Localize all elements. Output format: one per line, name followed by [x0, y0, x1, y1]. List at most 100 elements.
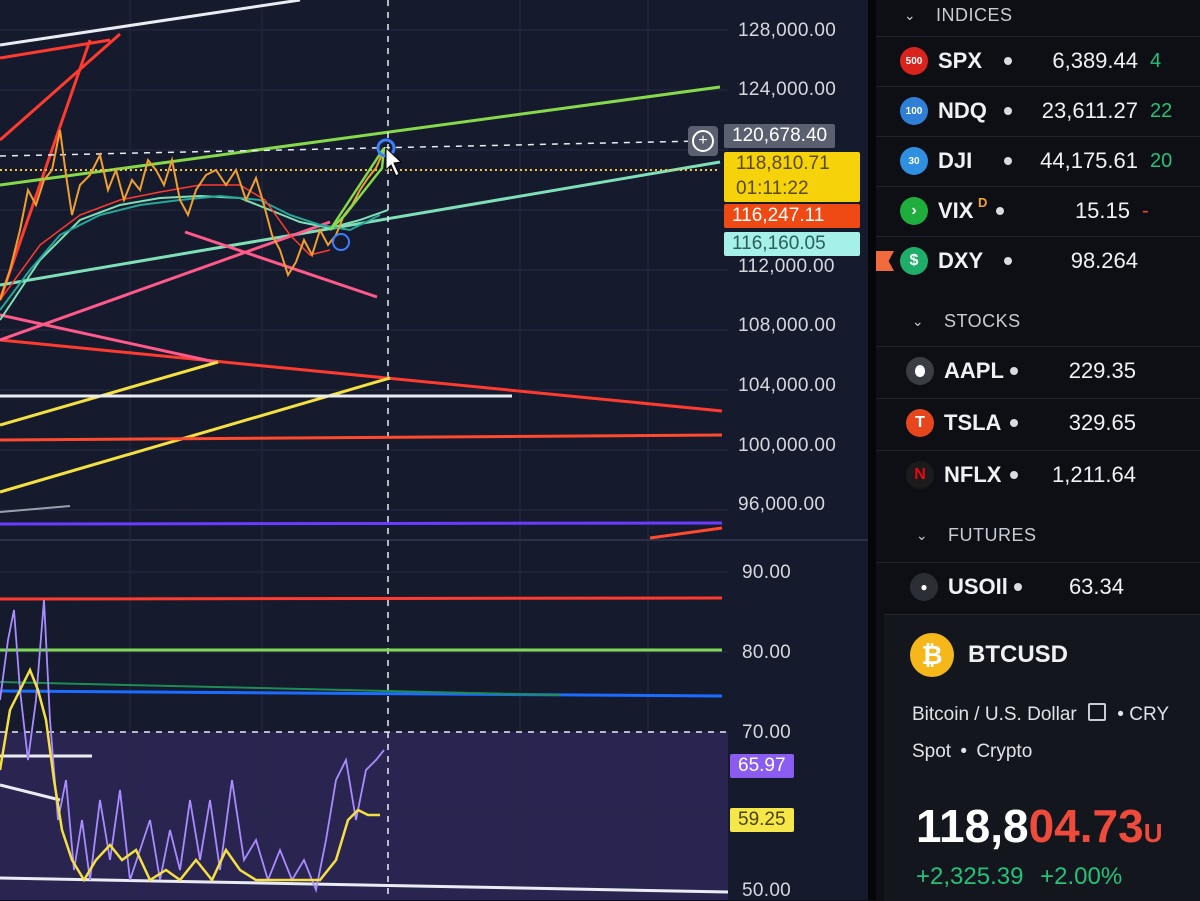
watchlist-panel: ⌄ INDICES 500 SPX 6,389.44 4 100 NDQ 23,…: [876, 0, 1200, 901]
osc-yellow-tag: 59.25: [730, 808, 794, 832]
dxy-logo-icon: $: [900, 247, 928, 275]
watchlist-row-tsla[interactable]: T TSLA 329.65: [876, 398, 1200, 447]
symbol: DJI: [938, 148, 973, 173]
green-wedge[interactable]: [328, 147, 386, 231]
last-price: 23,611.27: [1041, 98, 1138, 123]
chevron-down-icon: ⌄: [911, 312, 925, 329]
symbol: NDQ: [938, 98, 987, 123]
status-dot: [1010, 367, 1018, 375]
osc-white-diag[interactable]: [0, 783, 61, 802]
osc-blue-level[interactable]: [0, 689, 723, 698]
last-price: 98.264: [1070, 248, 1138, 273]
trendline-red-1[interactable]: [0, 38, 111, 60]
tesla-logo-icon: T: [906, 409, 934, 437]
section-title: INDICES: [936, 4, 1013, 25]
add-alert-button[interactable]: +: [688, 126, 718, 156]
osc-scale-label: 50.00: [742, 880, 792, 900]
separator-dot: •: [1117, 704, 1124, 725]
watchlist-row-vix[interactable]: › VIX D 15.15 -: [876, 186, 1200, 235]
section-header-stocks[interactable]: ⌄ STOCKS: [910, 306, 1021, 336]
osc-darkgreen-line[interactable]: [0, 681, 561, 696]
price-currency: U: [1143, 818, 1163, 848]
flag-marker-icon: [876, 251, 894, 271]
crosshair-price-tag: 120,678.40: [724, 124, 836, 148]
section-header-indices[interactable]: ⌄ INDICES: [902, 0, 1013, 30]
symbol-title[interactable]: BTCUSD: [968, 641, 1068, 668]
last-price: 44,175.61: [1040, 148, 1138, 173]
osc-red-level[interactable]: [0, 596, 723, 601]
section-header-futures[interactable]: ⌄ FUTURES: [914, 520, 1037, 550]
osc-purple-tag: 65.97: [730, 754, 794, 778]
watchlist-row-aapl[interactable]: AAPL 229.35: [876, 346, 1200, 395]
osc-scale-label: 80.00: [742, 642, 792, 663]
price-scale-label: 100,000.00: [738, 435, 837, 456]
last-price: 6,389.44: [1052, 48, 1138, 73]
osc-white-bottom[interactable]: [0, 876, 729, 894]
price-scale-label: 108,000.00: [738, 315, 837, 336]
watchlist-row-usoil[interactable]: ● USOIl 63.34: [876, 562, 1200, 611]
change-value: 22: [1150, 99, 1173, 122]
trendline-red-2[interactable]: [0, 32, 121, 142]
market-info-line: Spot • Crypto: [912, 741, 1032, 763]
watchlist-row-dji[interactable]: 30 DJI 44,175.61 20: [876, 136, 1200, 185]
trendline-pink-up[interactable]: [0, 220, 331, 342]
panel-separator[interactable]: [868, 0, 876, 900]
trendline-white-top[interactable]: [0, 0, 301, 47]
last-price: 229.35: [1068, 358, 1136, 383]
change-value: 20: [1150, 149, 1173, 172]
symbol: SPX: [938, 48, 983, 73]
horizontal-orange-level[interactable]: [0, 433, 723, 442]
status-dot: [1010, 471, 1018, 479]
trendline-pink-lower[interactable]: [184, 230, 378, 299]
osc-scale-label: 90.00: [742, 562, 792, 583]
watchlist-row-nflx[interactable]: N NFLX 1,211.64: [876, 450, 1200, 499]
plus-circle-icon: +: [692, 130, 714, 152]
symbol: TSLA: [944, 410, 1002, 435]
symbol-description: Bitcoin / U.S. Dollar: [912, 704, 1077, 725]
last-price: 1,211.64: [1051, 462, 1136, 487]
horizontal-purple-level[interactable]: [0, 521, 723, 526]
change-value: -: [1142, 199, 1149, 222]
moving-average-mint: [0, 194, 389, 321]
watchlist-row-ndq[interactable]: 100 NDQ 23,611.27 22: [876, 86, 1200, 135]
price-scale-label: 112,000.00: [738, 256, 835, 277]
trendline-mint[interactable]: [0, 160, 721, 287]
trendline-red-down[interactable]: [0, 338, 723, 413]
osc-yellow-series: [0, 666, 380, 883]
external-link-icon[interactable]: [1088, 703, 1107, 721]
trendline-green-upper[interactable]: [0, 85, 721, 187]
oil-drop-icon: ●: [910, 573, 938, 601]
watchlist-row-dxy[interactable]: $ DXY 98.264: [876, 236, 1200, 285]
watchlist-row-spx[interactable]: 500 SPX 6,389.44 4: [876, 36, 1200, 85]
price-scale-label: 96,000.00: [738, 494, 826, 515]
market-category: Crypto: [976, 741, 1033, 762]
netflix-logo-icon: N: [906, 461, 934, 489]
anchor-point-low[interactable]: [332, 233, 350, 251]
trendline-orange-short[interactable]: [649, 526, 723, 540]
status-dot: [1010, 419, 1018, 427]
trendline-pink-down[interactable]: [0, 313, 216, 364]
trendline-gray-short[interactable]: [0, 505, 71, 513]
price-main: 118,8: [916, 800, 1029, 852]
exchange-name: CRY: [1129, 704, 1170, 725]
osc-scale-label: 70.00: [742, 722, 792, 743]
orange-level-tag: 116,247.11: [724, 204, 860, 228]
price-change: +2,325.39 +2.00%: [916, 863, 1122, 891]
chart-canvas[interactable]: [0, 0, 868, 900]
ndq-logo-icon: 100: [900, 97, 928, 125]
section-title: STOCKS: [944, 310, 1021, 331]
price-candles[interactable]: [0, 129, 385, 301]
status-dot: [996, 207, 1004, 215]
change-value: 4: [1150, 49, 1162, 72]
price-tail: 04.73: [1028, 800, 1144, 852]
change-percent: +2.00%: [1040, 863, 1123, 890]
osc-purple-series: [0, 599, 385, 894]
status-dot: [1004, 107, 1012, 115]
market-type: Spot: [912, 741, 952, 762]
chart-pane[interactable]: 128,000.00 124,000.00 112,000.00 108,000…: [0, 0, 868, 900]
delayed-flag: D: [978, 195, 988, 210]
trendline-yellow-1[interactable]: [0, 360, 219, 427]
last-price: 15.15: [1074, 198, 1130, 223]
section-title: FUTURES: [948, 524, 1037, 545]
symbol: AAPL: [944, 358, 1004, 383]
